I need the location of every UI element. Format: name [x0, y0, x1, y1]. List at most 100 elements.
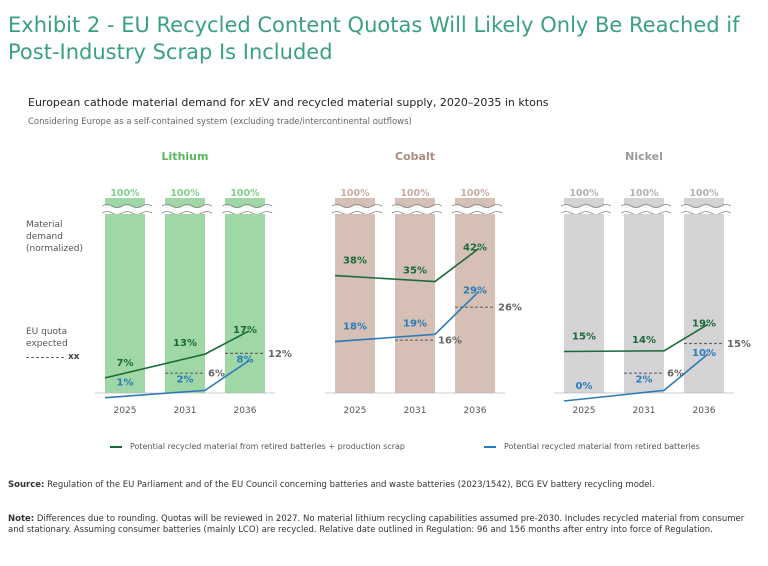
retired-series-label: 8% [237, 355, 254, 366]
legend-scrap: Potential recycled material from retired… [110, 442, 405, 451]
demand-label: 100% [230, 188, 260, 199]
footnote: Note: Differences due to rounding. Quota… [8, 514, 753, 536]
quota-label: 6% [667, 369, 684, 380]
bar-break-line [451, 211, 503, 215]
bar-break-line [391, 211, 443, 215]
legend-retired: Potential recycled material from retired… [484, 442, 700, 451]
category-label: 2025 [344, 406, 367, 416]
bar-break-line [221, 211, 273, 215]
chart-area: Lithium 100% 2025 100% 2031 100% 2036 6% 12% 7% 13… [95, 150, 751, 416]
quota-label: 6% [208, 369, 225, 380]
quota-label-line: EU quota [26, 327, 68, 337]
scrap-series-label: 42% [463, 242, 487, 253]
note-label: Note: [8, 514, 35, 524]
category-label: 2036 [693, 406, 716, 416]
bar-break-line [680, 204, 732, 208]
retired-series-label: 10% [692, 348, 716, 359]
bar-break-line [221, 204, 273, 208]
bar-break-line [620, 204, 672, 208]
scrap-series-label: 15% [572, 332, 596, 343]
demand-label: 100% [460, 188, 490, 199]
bar-break-line [451, 204, 503, 208]
bar-break-line [331, 211, 383, 215]
bar-top-segment [624, 198, 664, 208]
bar-break-mark [101, 208, 153, 214]
retired-series-label: 19% [403, 318, 427, 329]
demand-label: 100% [569, 188, 599, 199]
panel-title: Lithium [162, 150, 209, 163]
bar-break-line [101, 211, 153, 215]
bar-top-segment [395, 198, 435, 208]
quota-label-line: expected [26, 339, 68, 349]
source-text: Regulation of the EU Parliament and of t… [47, 480, 655, 490]
quota-label: 16% [438, 336, 462, 347]
bar-break-line [161, 204, 213, 208]
retired-series-label: 1% [117, 378, 134, 389]
demand-bar [225, 214, 265, 393]
category-label: 2031 [404, 406, 427, 416]
bar-break-line [560, 211, 612, 215]
bar-break-mark [680, 205, 732, 211]
demand-label: 100% [110, 188, 140, 199]
retired-series-line [563, 353, 709, 402]
bar-break-mark [560, 208, 612, 214]
demand-bar [684, 214, 724, 393]
demand-bar [564, 214, 604, 393]
demand-label: 100% [340, 188, 370, 199]
chart-subsubtitle: Considering Europe as a self-contained s… [28, 117, 412, 127]
retired-series-label: 18% [343, 322, 367, 333]
note-text: Differences due to rounding. Quotas will… [8, 514, 745, 535]
bar-break-mark [451, 205, 503, 211]
bar-break-mark [331, 205, 383, 211]
scrap-series-label: 17% [233, 325, 257, 336]
source-note: Source: Regulation of the EU Parliament … [8, 480, 753, 491]
bar-break-mark [391, 208, 443, 214]
retired-series-label: 0% [576, 381, 593, 392]
bar-top-segment [455, 198, 495, 208]
bar-break-mark [331, 208, 383, 214]
category-label: 2031 [633, 406, 656, 416]
bar-break-mark [620, 205, 672, 211]
legend-retired-swatch [484, 445, 496, 448]
demand-label: 100% [689, 188, 719, 199]
demand-bar [624, 214, 664, 393]
retired-series-line [334, 290, 480, 343]
demand-bar [165, 214, 205, 393]
bar-break-line [101, 204, 153, 208]
scrap-series-line [104, 330, 250, 379]
scrap-series-label: 19% [692, 318, 716, 329]
bar-break-mark [560, 205, 612, 211]
bar-break-line [560, 204, 612, 208]
scrap-series-label: 38% [343, 256, 367, 267]
bar-break-mark [221, 208, 273, 214]
retired-series-line [104, 359, 250, 399]
demand-side-label: Material demand (normalized) [26, 219, 83, 255]
category-label: 2036 [234, 406, 257, 416]
bar-break-mark [620, 208, 672, 214]
bar-break-mark [161, 208, 213, 214]
quota-label: 26% [498, 303, 522, 314]
quota-legend: xx [26, 352, 80, 362]
demand-bar [395, 214, 435, 393]
panel-title: Cobalt [395, 150, 435, 163]
scrap-series-label: 14% [632, 335, 656, 346]
bar-break-mark [101, 205, 153, 211]
quota-label: 12% [268, 349, 292, 360]
bar-break-line [331, 204, 383, 208]
quota-legend-text: xx [68, 352, 80, 362]
demand-label-line: (normalized) [26, 244, 84, 254]
panel-title: Nickel [625, 150, 663, 163]
bar-break-mark [161, 205, 213, 211]
category-label: 2031 [174, 406, 197, 416]
demand-label-line: Material [26, 220, 63, 230]
scrap-series-label: 13% [173, 338, 197, 349]
category-label: 2025 [114, 406, 137, 416]
scrap-series-line [334, 247, 480, 283]
bar-break-mark [221, 205, 273, 211]
demand-bar [105, 214, 145, 393]
source-label: Source: [8, 480, 45, 490]
retired-series-label: 2% [177, 374, 194, 385]
legend-retired-label: Potential recycled material from retired… [504, 442, 700, 451]
legend-scrap-label: Potential recycled material from retired… [130, 442, 405, 451]
scrap-series-line [563, 323, 709, 353]
